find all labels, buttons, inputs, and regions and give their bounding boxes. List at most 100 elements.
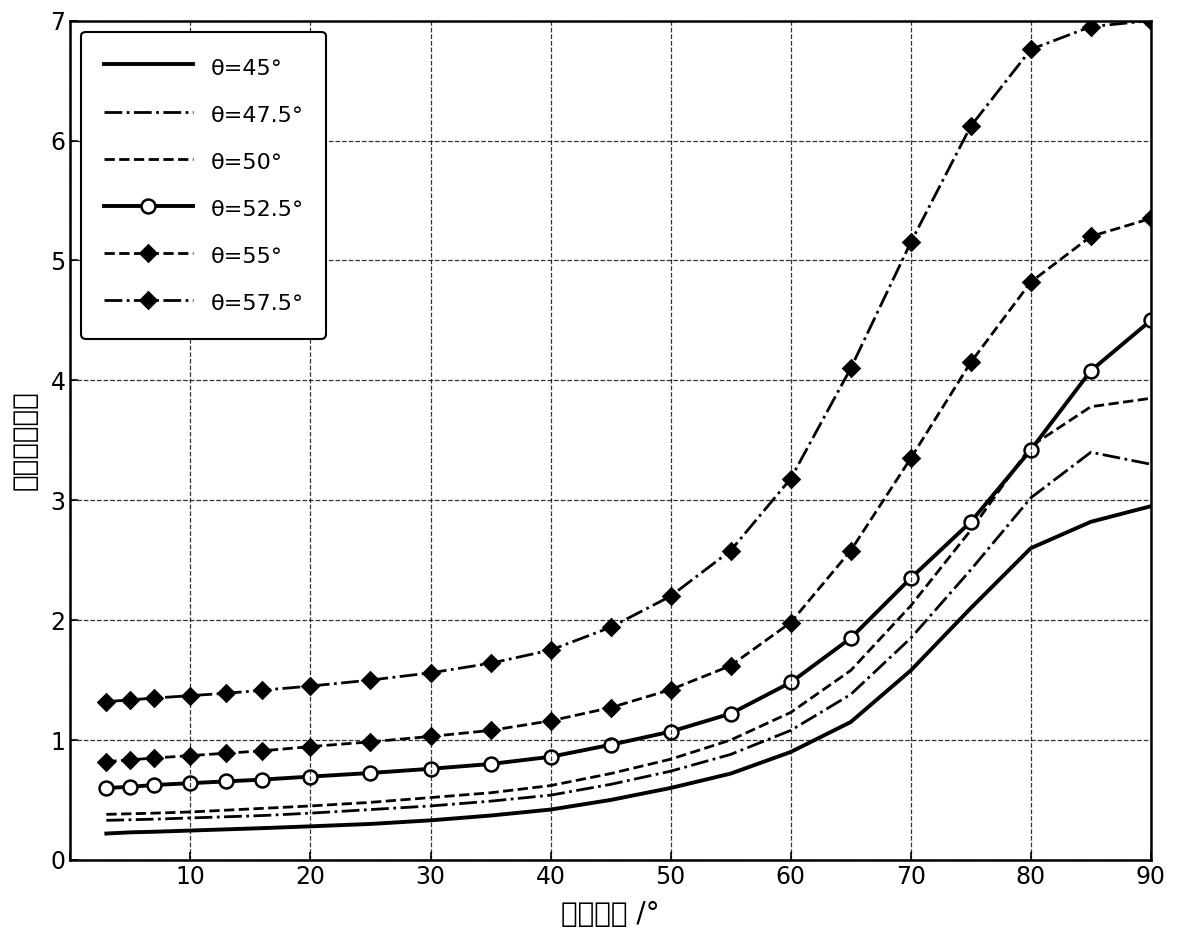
θ=47.5° [364,804,378,815]
θ=57.5° [1144,15,1158,26]
θ=47.5° [304,808,318,819]
θ=45° [147,826,161,838]
θ=50° [724,734,738,746]
θ=45° [904,665,918,676]
θ=47.5° [904,633,918,644]
θ=45° [99,828,113,839]
Legend: θ=45°, θ=47.5°, θ=50°, θ=52.5°, θ=55°, θ=57.5°: θ=45°, θ=47.5°, θ=50°, θ=52.5°, θ=55°, θ… [81,32,326,339]
θ=47.5° [724,748,738,760]
θ=52.5° [484,759,498,770]
θ=57.5° [484,657,498,669]
θ=47.5° [147,813,161,824]
θ=50° [304,800,318,811]
θ=52.5° [604,739,618,750]
θ=52.5° [1084,365,1098,377]
θ=57.5° [364,674,378,685]
θ=57.5° [424,668,438,679]
θ=52.5° [1144,315,1158,326]
θ=50° [364,796,378,808]
θ=50° [124,808,138,820]
θ=45° [424,815,438,826]
θ=57.5° [1084,21,1098,32]
θ=50° [964,525,978,536]
θ=52.5° [904,573,918,584]
θ=45° [1024,543,1038,554]
θ=45° [544,804,558,815]
θ=55° [604,702,618,714]
θ=47.5° [219,811,233,823]
Line: θ=45°: θ=45° [106,506,1151,834]
θ=47.5° [784,725,798,736]
θ=50° [424,792,438,803]
θ=45° [1084,516,1098,528]
θ=55° [724,660,738,671]
θ=47.5° [664,765,678,777]
θ=47.5° [604,778,618,790]
θ=50° [1144,393,1158,404]
θ=55° [124,754,138,765]
θ=50° [784,707,798,718]
θ=55° [255,746,270,757]
θ=57.5° [219,687,233,699]
θ=57.5° [544,644,558,655]
θ=52.5° [124,781,138,793]
θ=57.5° [604,622,618,633]
θ=52.5° [255,774,270,785]
θ=50° [184,807,198,818]
θ=45° [364,818,378,829]
θ=55° [544,716,558,727]
θ=45° [604,794,618,806]
θ=47.5° [184,812,198,824]
θ=55° [99,756,113,767]
θ=57.5° [664,591,678,602]
θ=45° [219,824,233,835]
θ=55° [1084,231,1098,242]
θ=57.5° [724,545,738,556]
θ=55° [184,750,198,762]
Line: θ=57.5°: θ=57.5° [101,15,1157,707]
θ=57.5° [784,473,798,485]
θ=52.5° [964,516,978,528]
θ=55° [304,741,318,752]
θ=47.5° [544,790,558,801]
θ=55° [147,752,161,763]
θ=55° [904,453,918,464]
θ=57.5° [124,694,138,705]
θ=52.5° [544,751,558,762]
θ=50° [844,665,858,676]
θ=45° [304,821,318,832]
θ=57.5° [304,681,318,692]
θ=50° [544,780,558,792]
θ=55° [364,736,378,747]
θ=45° [844,716,858,728]
θ=55° [784,617,798,628]
θ=50° [255,803,270,814]
Line: θ=55°: θ=55° [101,213,1157,767]
Line: θ=47.5°: θ=47.5° [106,453,1151,821]
θ=47.5° [1024,492,1038,503]
θ=55° [1144,213,1158,224]
Line: θ=50°: θ=50° [106,398,1151,814]
θ=52.5° [724,708,738,719]
θ=45° [255,823,270,834]
θ=52.5° [844,633,858,644]
θ=55° [964,357,978,368]
θ=45° [184,824,198,836]
θ=55° [219,747,233,759]
θ=50° [1024,440,1038,452]
θ=55° [484,725,498,736]
θ=55° [664,684,678,695]
θ=45° [124,826,138,838]
θ=57.5° [904,237,918,248]
θ=52.5° [304,771,318,782]
θ=52.5° [364,767,378,778]
θ=45° [784,747,798,758]
θ=45° [964,603,978,614]
θ=50° [664,754,678,765]
θ=57.5° [255,685,270,696]
θ=45° [724,768,738,779]
θ=50° [99,808,113,820]
θ=52.5° [664,726,678,737]
θ=50° [219,805,233,816]
θ=47.5° [964,564,978,576]
